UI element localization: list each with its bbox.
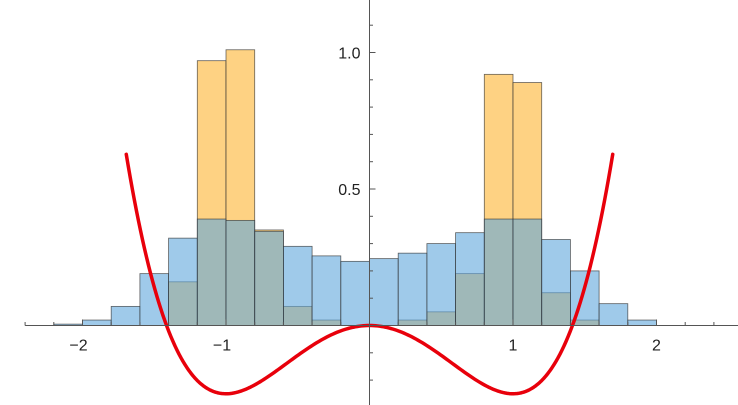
bar-s2-19 [598,303,629,326]
bar-s2-11 [369,258,399,326]
bar-s2-10 [340,260,370,326]
bar-s2-17 [541,239,571,326]
y-tick-label-1: 1.0 [338,46,360,63]
bar-s2-20 [627,319,657,326]
ticks: −2 −1 1 2 0.5 1.0 [24,24,715,381]
axes [25,0,738,405]
bar-s2-6 [225,219,256,326]
bar-s2-12 [397,252,428,326]
x-tick-label-1: −1 [213,338,231,355]
histogram-series-2 [53,218,657,326]
histogram-bars [53,49,657,326]
x-tick-label-3: 2 [652,338,661,355]
bar-s2-15 [483,218,514,326]
bar-s2-4 [168,237,198,326]
bar-s2-13 [426,243,456,326]
x-tick-label-2: 1 [509,338,518,355]
bar-s2-8 [282,245,313,326]
bar-s2-16 [512,218,543,326]
bar-s2-2 [110,305,141,326]
bar-s2-7 [254,230,284,326]
y-tick-label-0: 0.5 [338,182,360,199]
bar-s2-14 [455,232,485,326]
x-tick-label-0: −2 [69,338,87,355]
bar-s2-9 [311,255,342,326]
bar-s2-5 [196,218,227,326]
bar-s2-1 [82,319,112,326]
